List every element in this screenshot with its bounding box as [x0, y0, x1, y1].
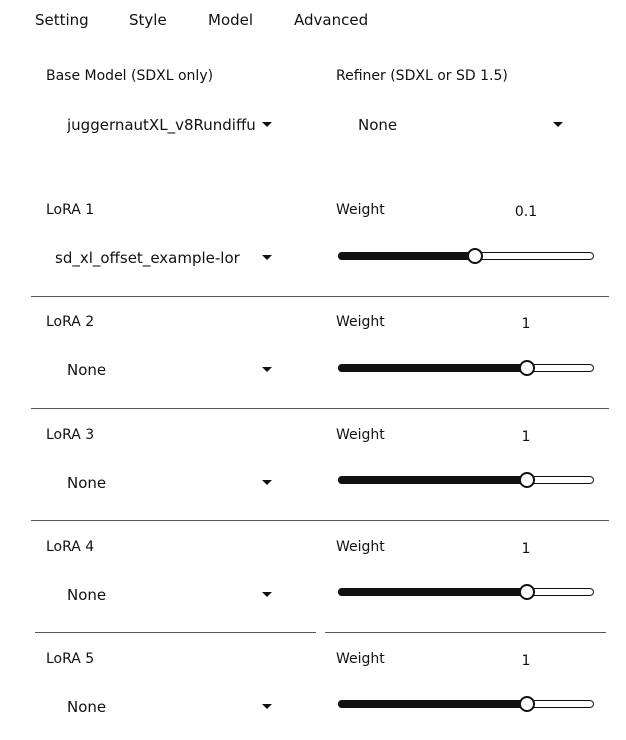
- lora-1-model-value: sd_xl_offset_example-lor: [55, 249, 240, 267]
- lora-2-model-dropdown[interactable]: None: [46, 356, 278, 384]
- caret-down-icon: [553, 122, 563, 127]
- lora-4-label: LoRA 4: [46, 539, 95, 555]
- caret-down-icon: [262, 255, 272, 260]
- lora-5-weight-value: 1: [521, 653, 531, 669]
- lora-1-weight-value: 0.1: [514, 204, 538, 220]
- caret-down-icon: [262, 122, 272, 127]
- lora-2-weight-label: Weight: [336, 314, 385, 330]
- lora-5-weight-label: Weight: [336, 651, 385, 667]
- lora-5-weight-slider[interactable]: [338, 696, 594, 713]
- lora-4-weight-slider[interactable]: [338, 584, 594, 601]
- slider-fill: [338, 700, 526, 708]
- tab-model[interactable]: Model: [208, 11, 254, 29]
- lora-5-model-dropdown[interactable]: None: [46, 693, 278, 721]
- slider-fill: [338, 476, 526, 484]
- lora-3-weight-slider[interactable]: [338, 472, 594, 489]
- slider-fill: [338, 364, 526, 372]
- lora-2-weight-slider[interactable]: [338, 360, 594, 377]
- lora-3-model-dropdown[interactable]: None: [46, 469, 278, 497]
- lora-1-label: LoRA 1: [46, 202, 95, 218]
- refiner-label: Refiner (SDXL or SD 1.5): [336, 68, 508, 84]
- lora-3-weight-value: 1: [521, 429, 531, 445]
- refiner-dropdown[interactable]: None: [336, 111, 568, 139]
- lora-2-model-value: None: [67, 361, 107, 379]
- caret-down-icon: [262, 592, 272, 597]
- caret-down-icon: [262, 704, 272, 709]
- lora-3-weight-label: Weight: [336, 427, 385, 443]
- lora-2-label: LoRA 2: [46, 314, 95, 330]
- lora-5-model-value: None: [67, 698, 107, 716]
- slider-thumb[interactable]: [467, 248, 483, 264]
- base-model-label: Base Model (SDXL only): [46, 68, 214, 84]
- divider: [31, 296, 609, 297]
- divider: [31, 520, 609, 521]
- divider: [325, 632, 606, 633]
- lora-4-weight-value: 1: [521, 541, 531, 557]
- base-model-value: juggernautXL_v8Rundiffu: [67, 116, 256, 134]
- lora-1-model-dropdown[interactable]: sd_xl_offset_example-lor: [46, 244, 278, 272]
- refiner-value: None: [358, 116, 398, 134]
- lora-5-label: LoRA 5: [46, 651, 95, 667]
- divider: [31, 408, 609, 409]
- lora-3-model-value: None: [67, 474, 107, 492]
- slider-fill: [338, 252, 474, 260]
- lora-1-weight-slider[interactable]: [338, 248, 594, 265]
- slider-thumb[interactable]: [519, 584, 535, 600]
- base-model-dropdown[interactable]: juggernautXL_v8Rundiffu: [46, 111, 278, 139]
- caret-down-icon: [262, 367, 272, 372]
- caret-down-icon: [262, 480, 272, 485]
- lora-2-weight-value: 1: [521, 316, 531, 332]
- tab-style[interactable]: Style: [129, 11, 167, 29]
- lora-4-weight-label: Weight: [336, 539, 385, 555]
- lora-1-weight-label: Weight: [336, 202, 385, 218]
- slider-thumb[interactable]: [519, 696, 535, 712]
- slider-thumb[interactable]: [519, 360, 535, 376]
- lora-4-model-value: None: [67, 586, 107, 604]
- lora-4-model-dropdown[interactable]: None: [46, 581, 278, 609]
- slider-thumb[interactable]: [519, 472, 535, 488]
- slider-fill: [338, 588, 526, 596]
- divider: [35, 632, 316, 633]
- tab-bar: Setting Style Model Advanced: [0, 0, 626, 40]
- tab-setting[interactable]: Setting: [35, 11, 89, 29]
- tab-advanced[interactable]: Advanced: [294, 11, 369, 29]
- lora-3-label: LoRA 3: [46, 427, 95, 443]
